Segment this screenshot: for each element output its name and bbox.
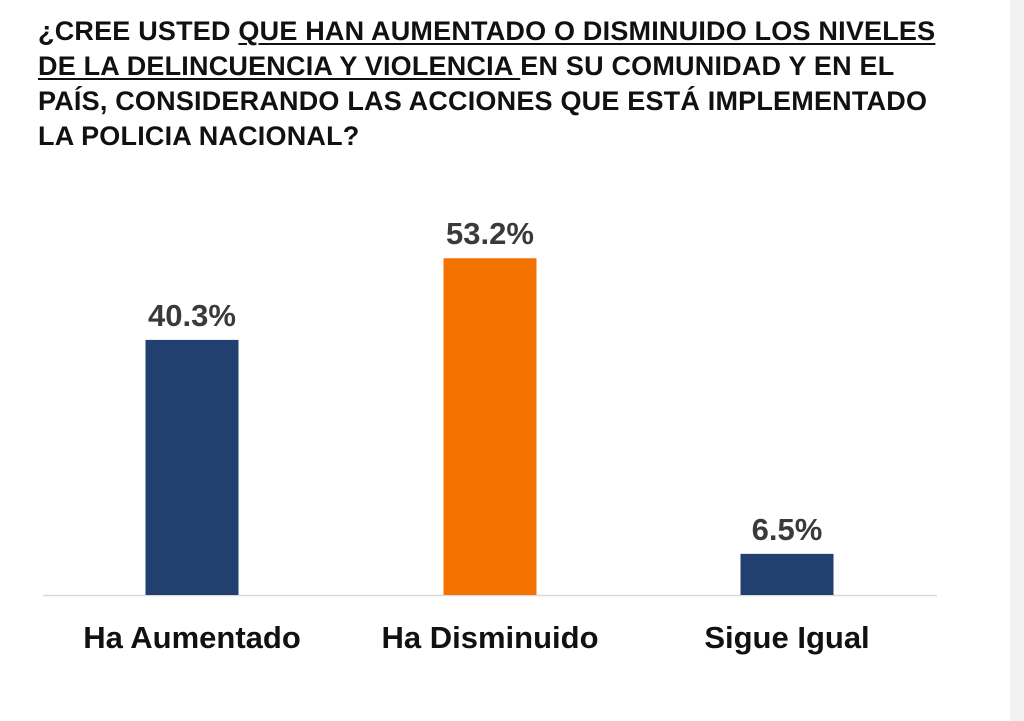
chart-title: ¿CREE USTED QUE HAN AUMENTADO O DISMINUI… [38,14,938,154]
title-suffix: EN SU COMUNIDAD Y EN EL PAÍS, CONSIDERAN… [38,51,928,151]
data-label: 40.3% [148,298,236,333]
category-label: Sigue Igual [704,620,869,655]
bar-ha-disminuido [443,258,537,595]
title-prefix: ¿CREE USTED [38,16,239,46]
data-label: 6.5% [752,512,823,547]
data-label: 53.2% [446,216,534,251]
title-underlined: QUE HAN AUMENTADO O DISMINUIDO LOS NIVEL… [38,16,936,81]
category-label: Ha Disminuido [381,620,598,655]
bar-ha-aumentado [145,339,239,595]
category-label: Ha Aumentado [83,620,301,655]
bar-sigue-igual [740,553,834,595]
